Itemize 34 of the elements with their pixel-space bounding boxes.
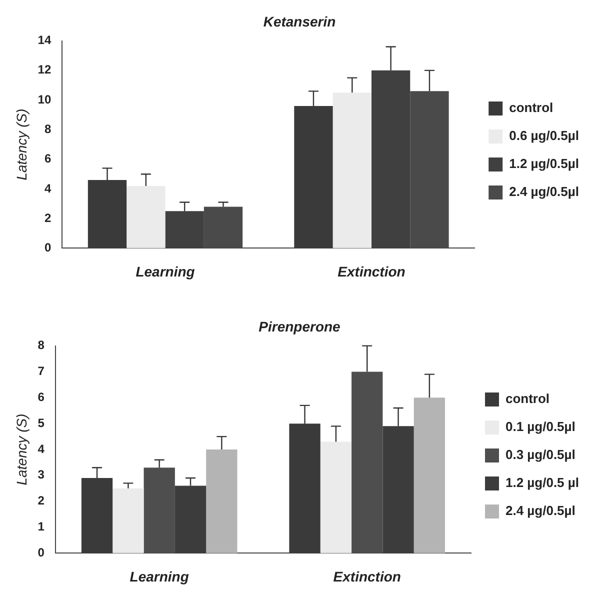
legend-label: control — [505, 391, 550, 406]
y-tick-label: 0 — [38, 546, 45, 560]
y-tick-label: 8 — [44, 122, 52, 136]
chart-title: Ketanserin — [263, 13, 336, 30]
y-tick-label: 4 — [38, 442, 45, 456]
y-tick-label: 2 — [44, 210, 52, 225]
legend-label: 2.4 µg/0.5µl — [505, 503, 576, 518]
y-tick-label: 7 — [38, 364, 45, 378]
y-tick-label: 8 — [38, 338, 45, 352]
legend-label: 0.3 µg/0.5µl — [505, 447, 576, 462]
y-tick-label: 3 — [38, 468, 45, 482]
y-tick-label: 0 — [44, 240, 52, 255]
y-tick-label: 1 — [38, 520, 45, 534]
y-tick-label: 10 — [38, 92, 52, 106]
y-axis-title: Latency (S) — [13, 108, 30, 180]
y-tick-label: 6 — [38, 390, 45, 404]
x-tick-label: Learning — [130, 568, 190, 584]
x-tick-label: Extinction — [333, 568, 401, 584]
y-axis-title: Latency (S) — [13, 414, 30, 486]
y-tick-label: 5 — [38, 416, 45, 430]
y-tick-label: 14 — [38, 33, 52, 48]
legend-label: 0.6 µg/0.5µl — [509, 128, 580, 144]
y-tick-label: 6 — [44, 152, 52, 166]
legend-label: 1.2 µg/0.5 µl — [505, 475, 580, 490]
y-tick-label: 2 — [38, 494, 45, 508]
x-tick-label: Learning — [136, 263, 196, 280]
chart-title: Pirenperone — [258, 318, 341, 334]
legend-label: 1.2 µg/0.5µl — [509, 156, 580, 172]
legend-label: 0.1 µg/0.5µl — [505, 419, 576, 434]
legend-label: control — [509, 100, 554, 116]
legend-label: 2.4 µg/0.5µl — [509, 184, 580, 200]
y-tick-label: 12 — [38, 62, 52, 77]
x-tick-label: Extinction — [338, 263, 406, 280]
y-tick-label: 4 — [44, 181, 52, 196]
